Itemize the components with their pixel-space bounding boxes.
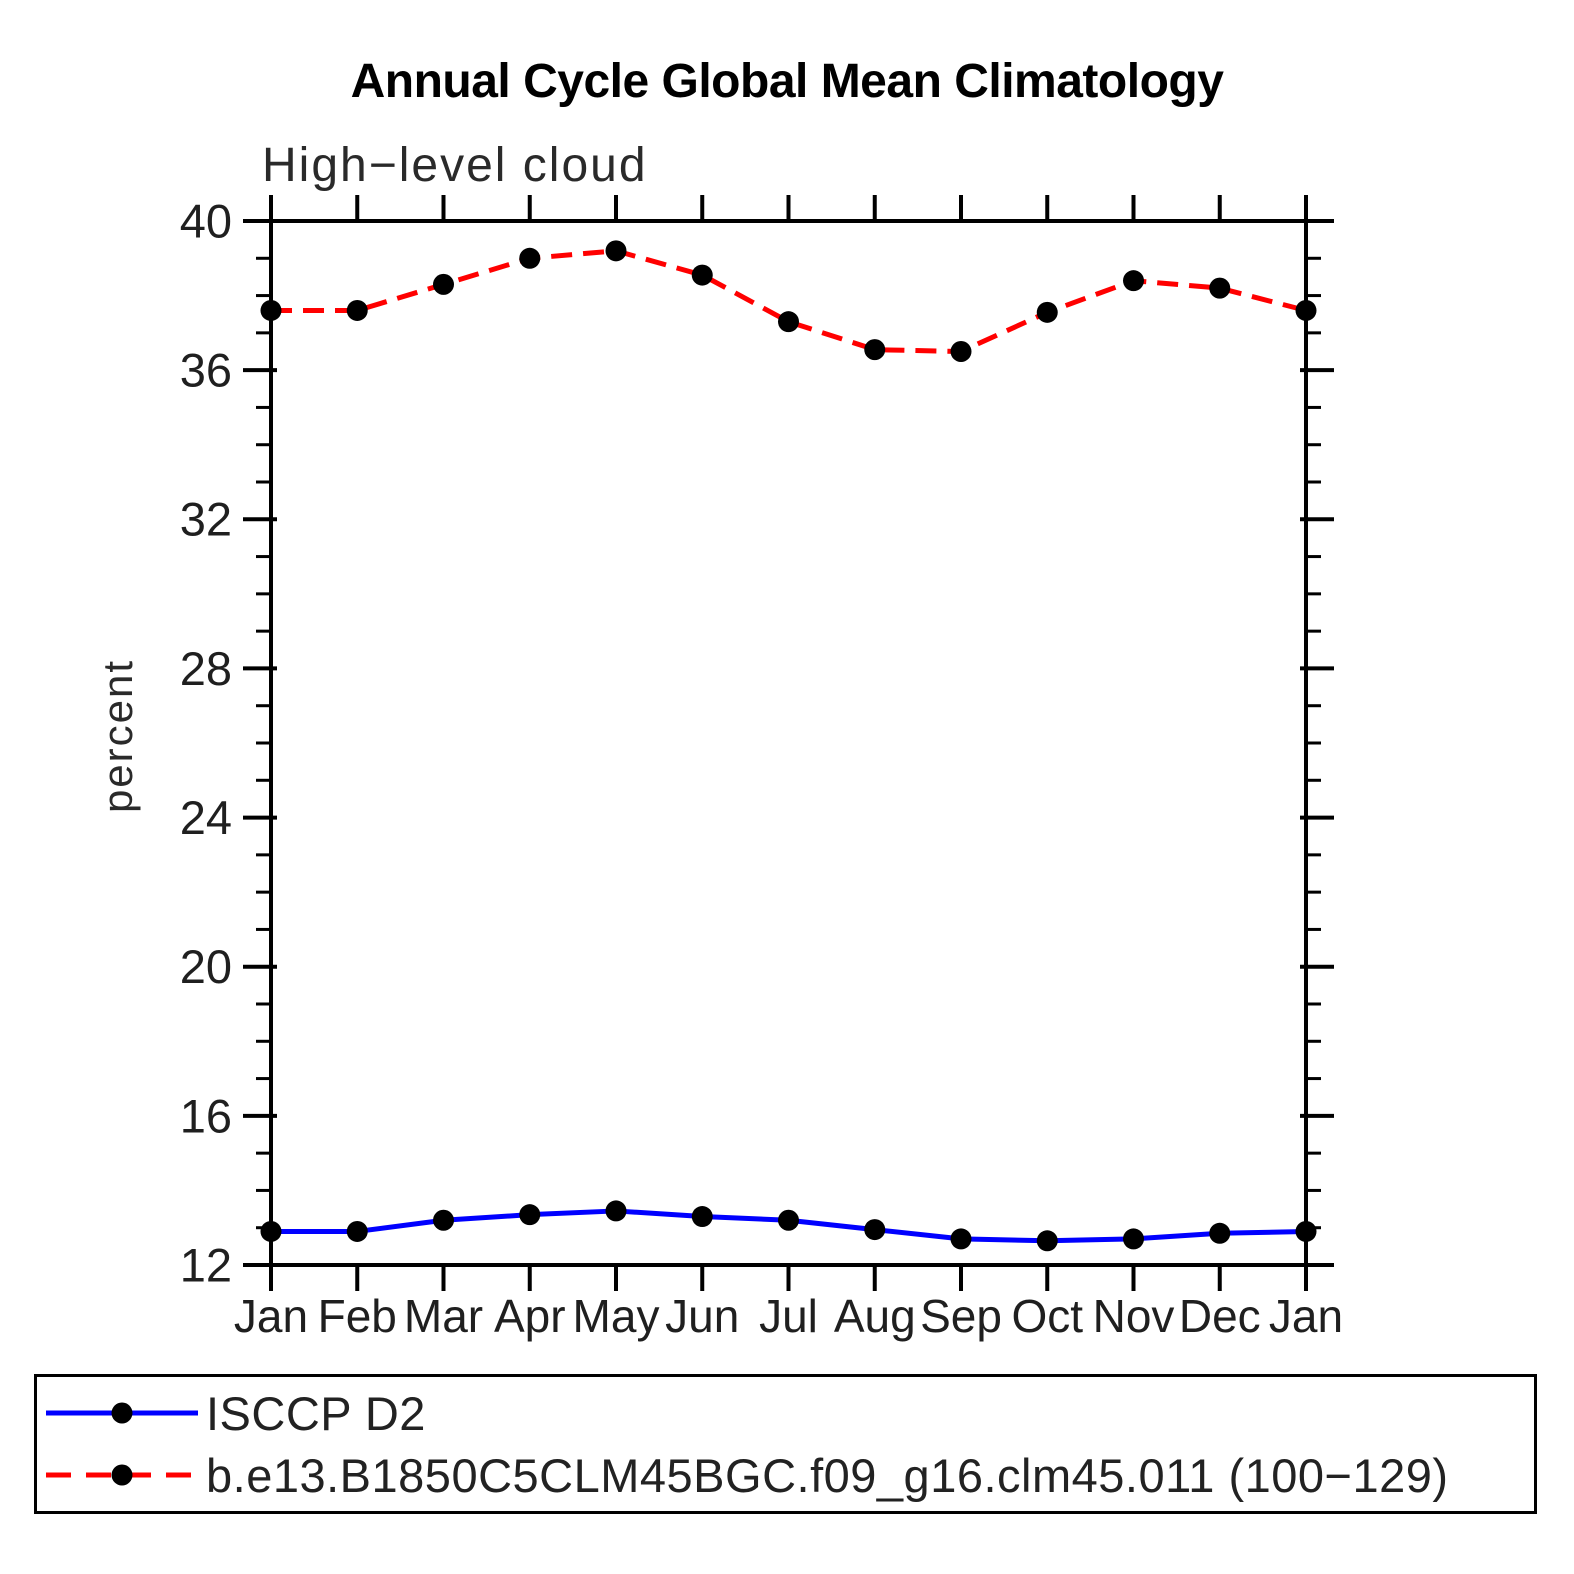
x-tick-label: Feb bbox=[318, 1290, 397, 1342]
data-point-marker-0 bbox=[1036, 1230, 1058, 1252]
x-tick-label: Nov bbox=[1093, 1290, 1175, 1342]
x-tick-label: Dec bbox=[1179, 1290, 1261, 1342]
legend-sample-solid bbox=[46, 1402, 198, 1424]
data-point-marker-1 bbox=[260, 299, 282, 321]
data-point-marker-1 bbox=[346, 299, 368, 321]
legend-item-obs: ISCCP D2 bbox=[40, 1387, 426, 1440]
y-tick-label: 40 bbox=[180, 194, 232, 247]
y-tick-label: 16 bbox=[180, 1089, 232, 1142]
legend-label-obs: ISCCP D2 bbox=[206, 1386, 426, 1440]
data-point-marker-0 bbox=[433, 1209, 454, 1231]
data-point-marker-0 bbox=[1123, 1228, 1144, 1250]
legend-box: ISCCP D2 b.e13.B1850C5CLM45BGC.f09_g16.c… bbox=[34, 1374, 1537, 1514]
x-tick-label: May bbox=[573, 1290, 660, 1342]
data-point-marker-0 bbox=[691, 1206, 713, 1228]
legend-marker-dot bbox=[111, 1464, 133, 1486]
legend-sample-dashed bbox=[46, 1464, 198, 1486]
data-point-marker-0 bbox=[605, 1200, 627, 1222]
data-point-marker-0 bbox=[519, 1204, 541, 1226]
data-point-marker-1 bbox=[1295, 299, 1317, 321]
legend-label-model: b.e13.B1850C5CLM45BGC.f09_g16.clm45.011 … bbox=[206, 1448, 1449, 1502]
data-point-marker-0 bbox=[1295, 1220, 1317, 1242]
data-point-marker-1 bbox=[864, 339, 886, 361]
y-tick-label: 32 bbox=[180, 493, 232, 546]
x-tick-label: Jan bbox=[1269, 1290, 1343, 1342]
data-point-marker-1 bbox=[778, 311, 799, 333]
data-point-marker-0 bbox=[1209, 1222, 1231, 1244]
data-point-marker-0 bbox=[950, 1228, 972, 1250]
data-point-marker-1 bbox=[1123, 270, 1144, 292]
data-point-marker-0 bbox=[864, 1219, 886, 1241]
data-point-marker-1 bbox=[1209, 277, 1231, 299]
x-tick-label: Jun bbox=[665, 1290, 739, 1342]
x-tick-label: Sep bbox=[920, 1290, 1002, 1342]
x-tick-label: Jan bbox=[234, 1290, 308, 1342]
x-tick-label: Jul bbox=[759, 1290, 818, 1342]
data-point-marker-1 bbox=[433, 273, 454, 295]
data-point-marker-0 bbox=[260, 1220, 282, 1242]
x-tick-label: Mar bbox=[404, 1290, 483, 1342]
x-tick-label: Oct bbox=[1011, 1290, 1083, 1342]
data-point-marker-1 bbox=[519, 247, 541, 269]
series-line-1 bbox=[271, 248, 1307, 354]
y-tick-label: 28 bbox=[180, 642, 232, 695]
x-tick-label: Aug bbox=[834, 1290, 916, 1342]
data-point-marker-0 bbox=[346, 1220, 368, 1242]
legend-item-model: b.e13.B1850C5CLM45BGC.f09_g16.clm45.011 … bbox=[40, 1449, 1449, 1502]
data-point-marker-1 bbox=[1036, 301, 1058, 323]
data-point-marker-1 bbox=[605, 240, 627, 262]
data-point-marker-1 bbox=[691, 264, 713, 286]
legend-marker-dot bbox=[111, 1402, 133, 1424]
data-point-marker-1 bbox=[950, 341, 972, 362]
y-tick-label: 36 bbox=[180, 344, 232, 397]
chart-subtitle: High−level cloud bbox=[262, 139, 648, 192]
y-tick-label: 12 bbox=[180, 1238, 232, 1291]
data-point-marker-0 bbox=[778, 1209, 799, 1231]
chart-title: Annual Cycle Global Mean Climatology bbox=[350, 55, 1224, 108]
x-tick-label: Apr bbox=[494, 1290, 566, 1342]
y-tick-label: 20 bbox=[180, 940, 232, 993]
y-tick-label: 24 bbox=[180, 791, 232, 844]
